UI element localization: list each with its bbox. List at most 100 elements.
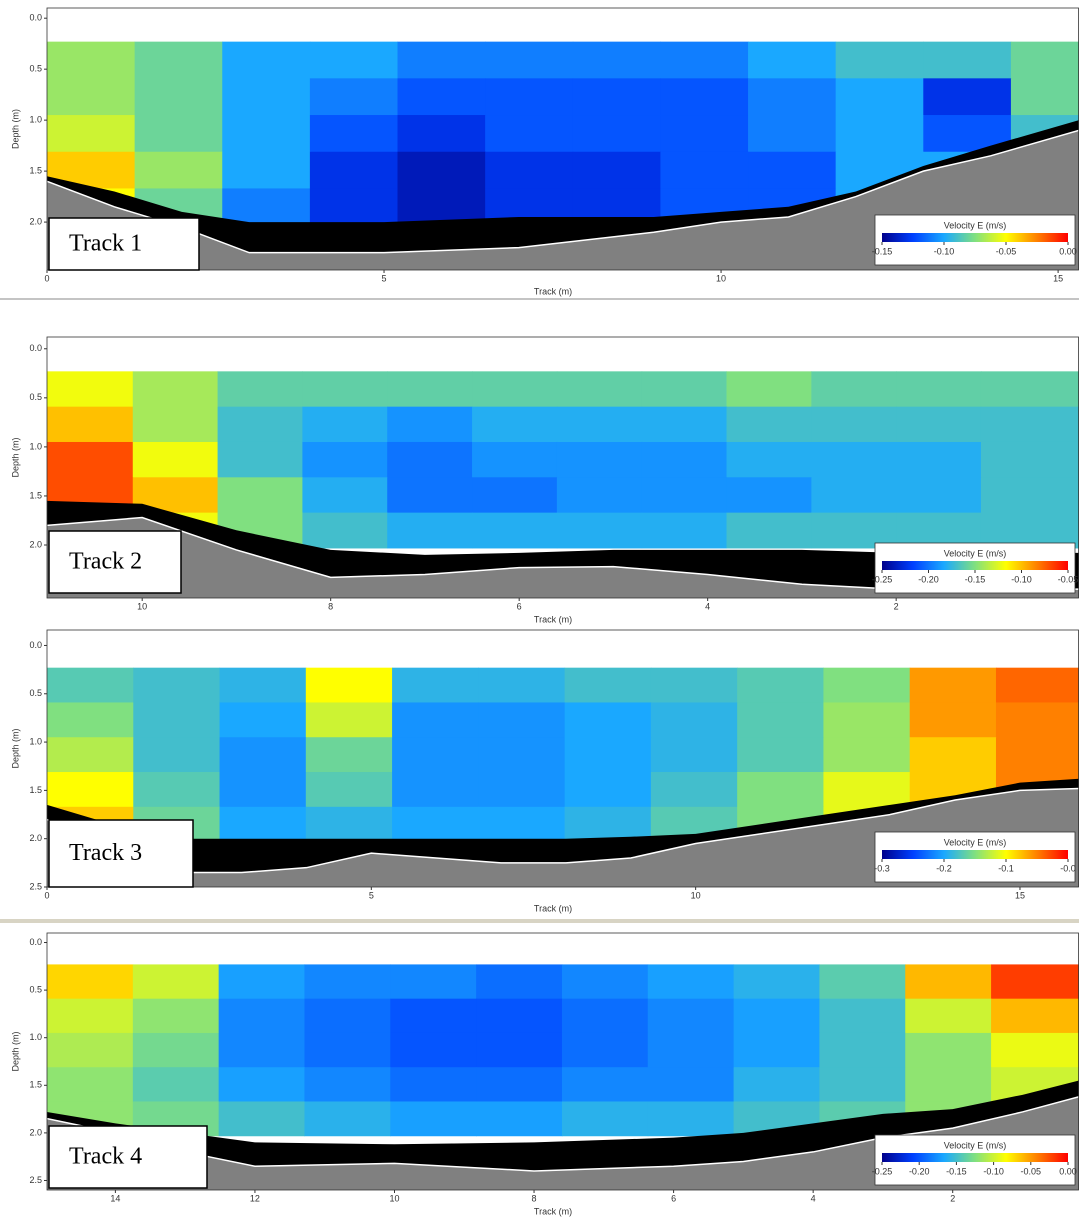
x-tick-label: 8 — [328, 601, 333, 611]
track-label-box — [48, 217, 200, 271]
colorbar-tick-label: -0.15 — [872, 246, 893, 256]
y-tick-label: 0.0 — [29, 640, 42, 650]
velocity-cell — [472, 441, 558, 478]
velocity-cell — [556, 371, 643, 408]
velocity-cell — [387, 441, 473, 478]
velocity-cell — [485, 151, 574, 189]
velocity-cell — [733, 1032, 820, 1068]
velocity-cell — [561, 1067, 649, 1102]
velocity-cell — [218, 964, 305, 1000]
velocity-cell — [132, 1067, 220, 1102]
x-tick-label: 10 — [716, 273, 726, 283]
x-tick-label: 6 — [671, 1193, 676, 1203]
velocity-cell — [397, 78, 486, 116]
colorbar-title: Velocity E (m/s) — [944, 548, 1007, 558]
velocity-cell — [132, 964, 220, 1000]
riverbed — [47, 517, 1079, 598]
velocity-cell — [564, 806, 652, 843]
colorbar-tick-label: -0.25 — [872, 1166, 893, 1176]
velocity-cell — [819, 998, 906, 1034]
velocity-cell — [660, 115, 749, 153]
velocity-cell — [823, 667, 911, 703]
velocity-cell — [302, 406, 388, 443]
colorbar — [882, 1153, 1068, 1162]
plot-area — [47, 371, 1079, 598]
velocity-cell — [390, 1067, 477, 1102]
velocity-cell — [641, 406, 728, 443]
velocity-cell — [304, 964, 391, 1000]
velocity-cell — [217, 406, 303, 443]
colorbar — [882, 561, 1068, 570]
track-label: Track 3 — [69, 840, 142, 866]
y-tick-label: 2.0 — [29, 539, 42, 549]
velocity-cell — [47, 702, 134, 738]
velocity-cell — [995, 702, 1079, 738]
colorbar-title: Velocity E (m/s) — [944, 837, 1007, 847]
velocity-cell — [748, 78, 837, 116]
y-tick-label: 2.0 — [29, 216, 42, 226]
velocity-cell — [47, 406, 134, 443]
velocity-cell — [980, 477, 1079, 514]
velocity-cell — [47, 78, 136, 116]
velocity-cell — [564, 702, 652, 738]
velocity-cell — [811, 477, 897, 514]
velocity-cell — [980, 512, 1079, 549]
velocity-cell — [476, 964, 563, 1000]
velocity-cell — [647, 1067, 735, 1102]
velocity-cell — [397, 151, 486, 189]
x-tick-label: 12 — [250, 1193, 260, 1203]
y-tick-label: 0.0 — [29, 13, 42, 23]
y-tick-label: 0.5 — [29, 64, 42, 74]
velocity-cell — [304, 1101, 391, 1137]
colorbar-tick-label: -0.2 — [936, 863, 952, 873]
velocity-cell — [905, 998, 992, 1034]
velocity-cell — [133, 702, 221, 738]
velocity-cell — [748, 115, 837, 153]
colorbar-tick-label: -0.3 — [874, 863, 890, 873]
velocity-cell — [132, 406, 219, 443]
velocity-cell — [218, 1101, 305, 1137]
velocity-cell — [641, 441, 728, 478]
velocity-cell — [561, 1101, 649, 1137]
track-label: Track 2 — [69, 549, 142, 575]
velocity-cell — [737, 667, 824, 703]
velocity-cell — [219, 702, 307, 738]
velocity-cell — [472, 406, 558, 443]
x-tick-label: 15 — [1053, 273, 1063, 283]
velocity-cell — [132, 1032, 220, 1068]
velocity-cell — [995, 737, 1079, 773]
velocity-cell — [132, 371, 219, 408]
velocity-cell — [133, 737, 221, 773]
velocity-cell — [726, 371, 812, 408]
colorbar-tick-label: -0.05 — [996, 246, 1017, 256]
track-label-box — [48, 819, 194, 888]
velocity-cell — [309, 41, 399, 79]
colorbar-tick-label: -0.05 — [1021, 1166, 1042, 1176]
riverbed — [47, 1096, 1079, 1190]
velocity-cell — [392, 737, 479, 773]
velocity-cell — [476, 1067, 563, 1102]
velocity-cell — [561, 1032, 649, 1068]
y-tick-label: 1.0 — [29, 1032, 42, 1042]
riverbed — [47, 788, 1079, 887]
x-tick-label: 14 — [110, 1193, 120, 1203]
velocity-cell — [472, 371, 558, 408]
y-tick-label: 0.5 — [29, 984, 42, 994]
velocity-cell — [218, 1032, 305, 1068]
velocity-cell — [133, 772, 221, 808]
velocity-cell — [134, 41, 223, 79]
velocity-cell — [819, 1067, 906, 1102]
velocity-cell — [47, 667, 134, 703]
velocity-cell — [748, 151, 837, 189]
x-tick-label: 2 — [894, 601, 899, 611]
colorbar-tick-label: -0.1 — [998, 863, 1014, 873]
velocity-cell — [896, 441, 982, 478]
velocity-cell — [572, 41, 661, 79]
velocity-cell — [478, 772, 566, 808]
velocity-cell — [819, 964, 906, 1000]
x-tick-label: 8 — [532, 1193, 537, 1203]
velocity-cell — [134, 151, 223, 189]
velocity-cell — [485, 115, 574, 153]
velocity-cell — [387, 406, 473, 443]
